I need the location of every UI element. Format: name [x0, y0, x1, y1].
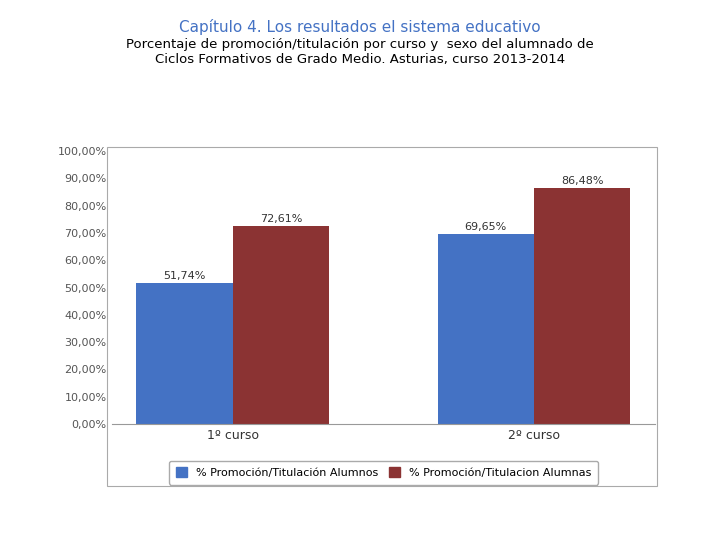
Bar: [136, 283, 233, 424]
Legend: % Promoción/Titulación Alumnos, % Promoción/Titulacion Alumnas: % Promoción/Titulación Alumnos, % Promoc…: [169, 461, 598, 484]
Text: 86,48%: 86,48%: [561, 176, 603, 186]
Bar: [438, 234, 534, 424]
Text: 72,61%: 72,61%: [260, 214, 302, 224]
Bar: [233, 226, 329, 424]
Text: 69,65%: 69,65%: [464, 222, 507, 232]
Bar: [534, 188, 631, 424]
Text: Capítulo 4. Los resultados el sistema educativo: Capítulo 4. Los resultados el sistema ed…: [179, 19, 541, 35]
Text: Porcentaje de promoción/titulación por curso y  sexo del alumnado de
Ciclos Form: Porcentaje de promoción/titulación por c…: [126, 38, 594, 66]
Text: 51,74%: 51,74%: [163, 271, 206, 281]
